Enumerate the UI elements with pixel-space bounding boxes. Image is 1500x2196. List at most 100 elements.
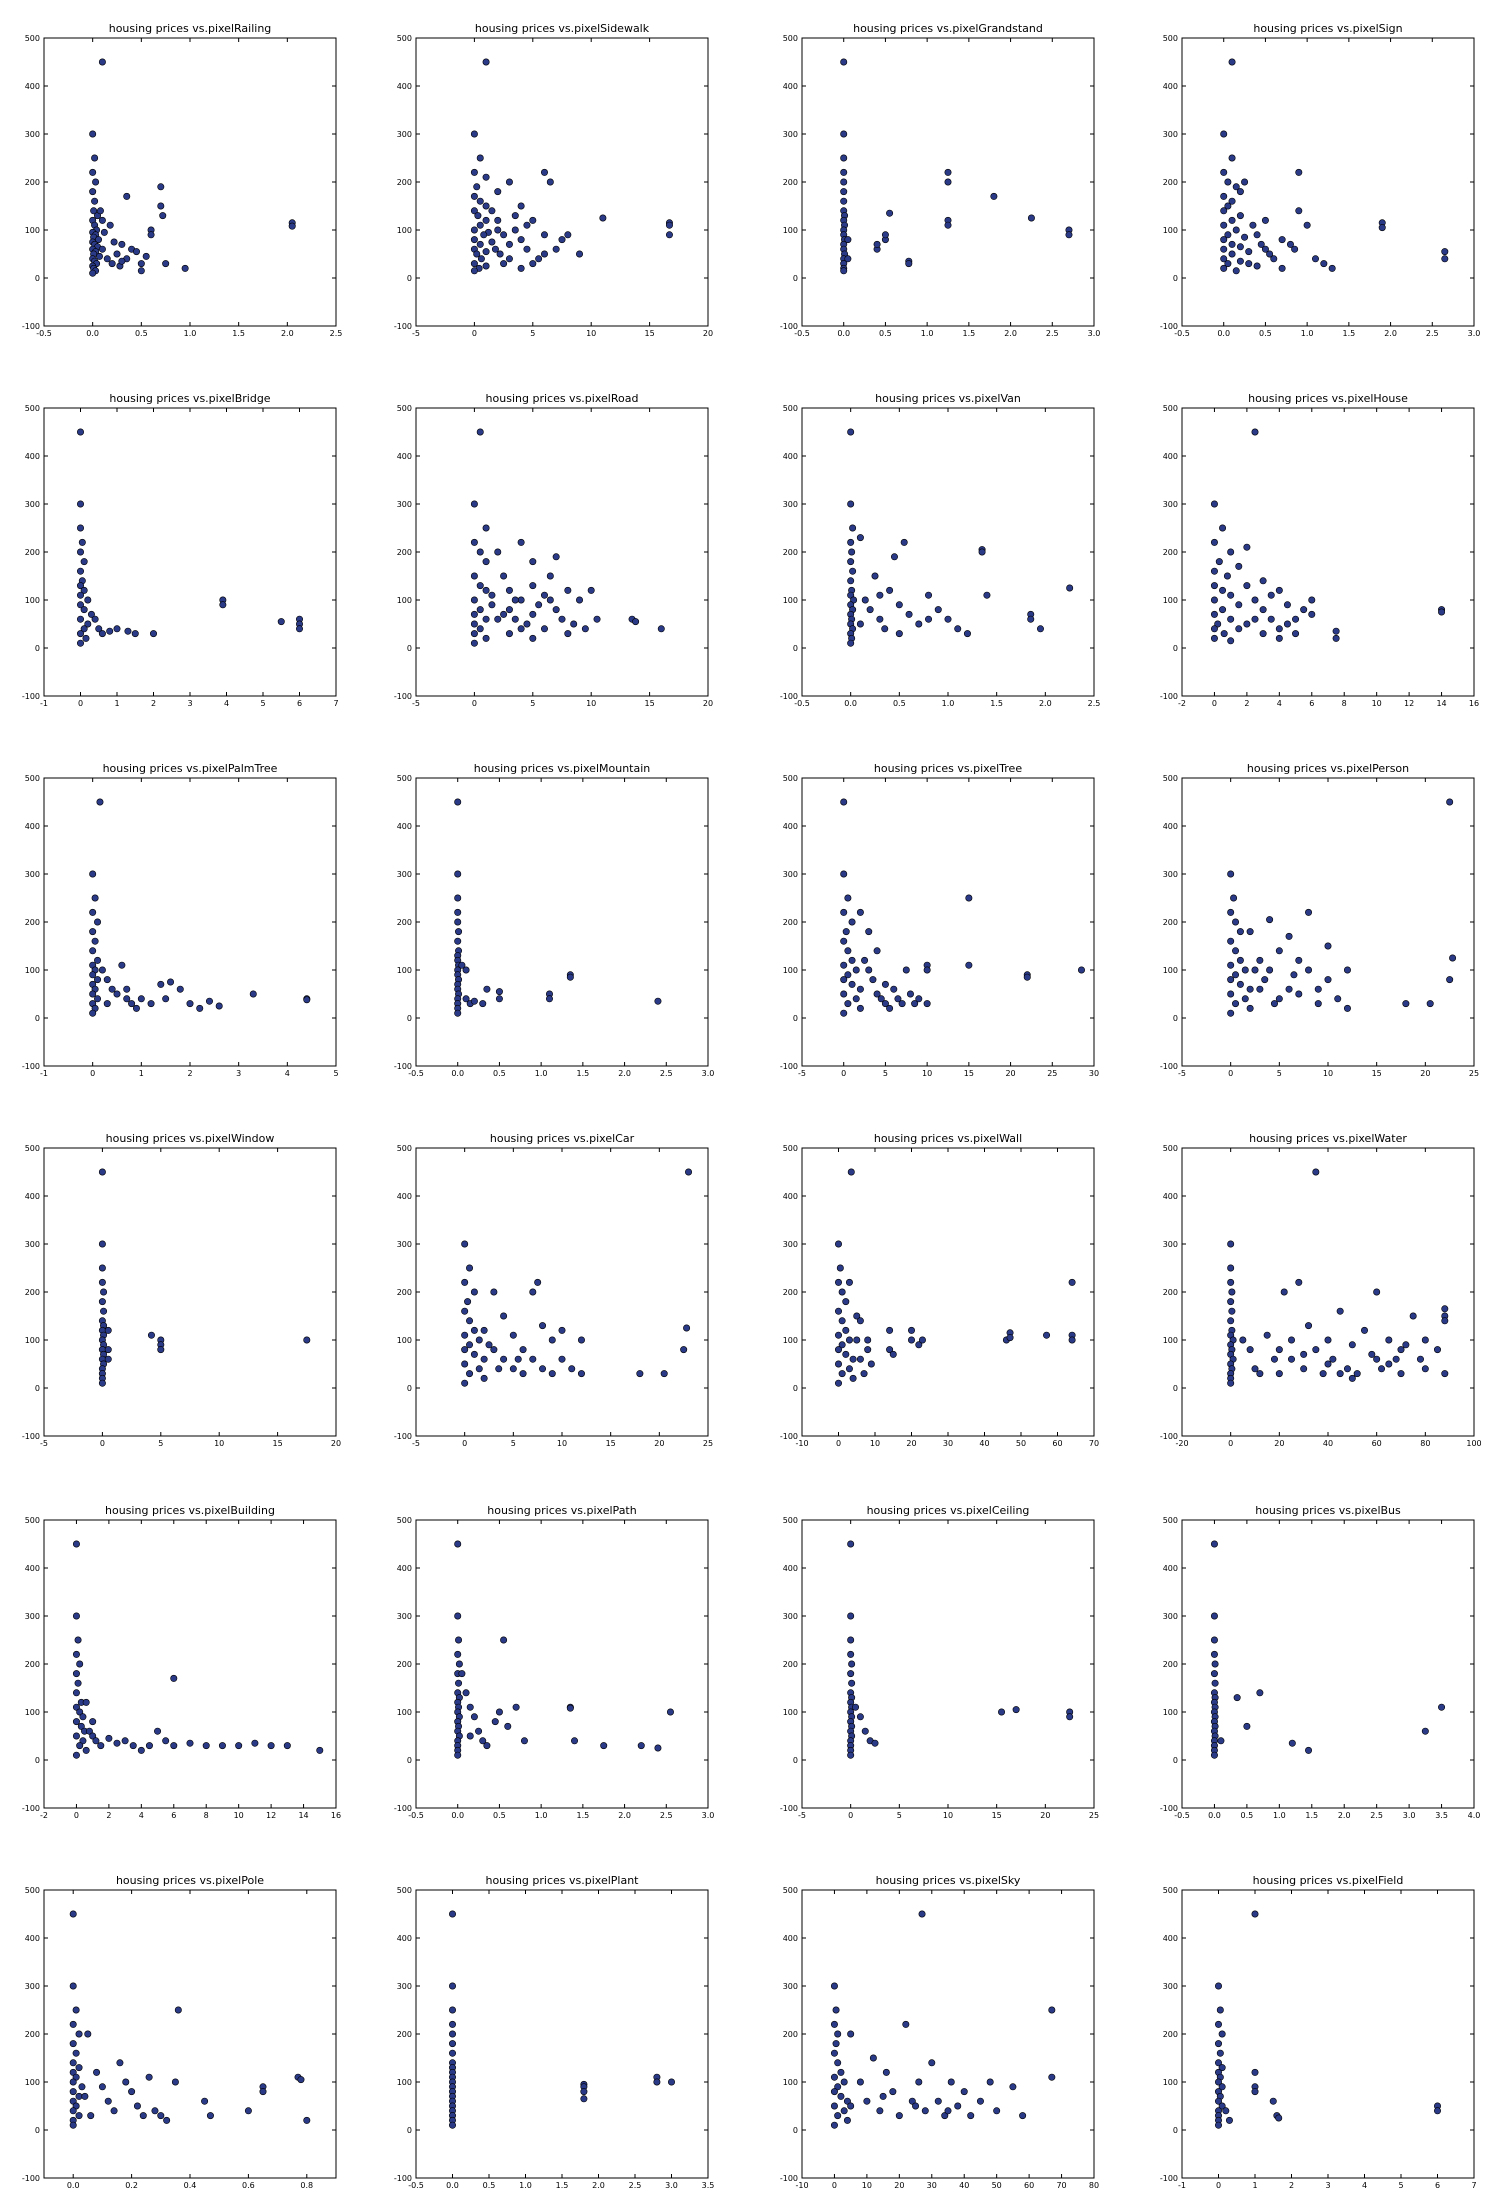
data-point bbox=[1224, 231, 1232, 239]
data-point bbox=[128, 1000, 136, 1008]
data-point bbox=[470, 226, 478, 234]
data-point bbox=[1385, 1336, 1393, 1344]
x-tick-label: -0.5 bbox=[36, 329, 52, 338]
y-tick-label: 0 bbox=[35, 274, 40, 283]
data-point bbox=[1219, 606, 1227, 614]
x-tick-label: 25 bbox=[1047, 1069, 1057, 1078]
data-point bbox=[108, 985, 116, 993]
y-tick-label: 0 bbox=[793, 2126, 798, 2135]
y-tick-label: 500 bbox=[397, 1886, 412, 1895]
y-tick-label: 200 bbox=[25, 918, 40, 927]
data-point bbox=[509, 1365, 517, 1373]
chart-title: housing prices vs.pixelPath bbox=[487, 1504, 636, 1517]
data-point bbox=[830, 1982, 838, 1990]
data-point bbox=[1336, 1370, 1344, 1378]
data-point bbox=[87, 610, 95, 618]
data-point bbox=[834, 1240, 842, 1248]
x-tick-label: 40 bbox=[959, 2181, 969, 2190]
data-point bbox=[576, 596, 584, 604]
data-point bbox=[965, 894, 973, 902]
data-point bbox=[89, 269, 97, 277]
y-tick-label: 300 bbox=[25, 1612, 40, 1621]
data-point bbox=[1228, 250, 1236, 258]
data-point bbox=[845, 1336, 853, 1344]
y-tick-label: -100 bbox=[394, 2174, 412, 2183]
data-point bbox=[847, 639, 855, 647]
data-point bbox=[89, 870, 97, 878]
data-point bbox=[171, 2078, 179, 2086]
data-point bbox=[587, 586, 595, 594]
data-point bbox=[577, 1370, 585, 1378]
data-point bbox=[470, 1288, 478, 1296]
chart-title: housing prices vs.pixelVan bbox=[875, 392, 1021, 405]
data-point bbox=[494, 548, 502, 556]
data-point bbox=[523, 620, 531, 628]
data-point bbox=[147, 1000, 155, 1008]
data-point bbox=[990, 192, 998, 200]
data-point bbox=[1048, 2073, 1056, 2081]
y-tick-label: 0 bbox=[793, 274, 798, 283]
data-point bbox=[908, 1336, 916, 1344]
data-point bbox=[882, 2068, 890, 2076]
data-point bbox=[1220, 192, 1228, 200]
x-tick-label: 0.0 bbox=[86, 329, 99, 338]
data-point bbox=[157, 202, 165, 210]
data-point bbox=[69, 2040, 77, 2048]
x-tick-label: 7 bbox=[1471, 2181, 1476, 2190]
x-tick-label: 20 bbox=[654, 1439, 664, 1448]
y-tick-label: 400 bbox=[783, 1934, 798, 1943]
y-tick-label: 300 bbox=[783, 1240, 798, 1249]
data-point bbox=[944, 178, 952, 186]
data-point bbox=[1275, 947, 1283, 955]
data-point bbox=[881, 625, 889, 633]
data-point bbox=[840, 178, 848, 186]
y-tick-label: 200 bbox=[1163, 548, 1178, 557]
data-point bbox=[470, 207, 478, 215]
data-point bbox=[558, 1326, 566, 1334]
data-point bbox=[94, 918, 102, 926]
plot-frame bbox=[43, 407, 337, 697]
data-point bbox=[470, 1350, 478, 1358]
x-tick-label: 0.2 bbox=[125, 2181, 138, 2190]
x-tick-label: 3.5 bbox=[702, 2181, 715, 2190]
data-point bbox=[1214, 620, 1222, 628]
y-tick-label: 100 bbox=[1163, 1336, 1178, 1345]
data-point bbox=[476, 221, 484, 229]
chart-title: housing prices vs.pixelCeiling bbox=[867, 1504, 1030, 1517]
data-point bbox=[844, 971, 852, 979]
data-point bbox=[461, 1307, 469, 1315]
data-point bbox=[1232, 1000, 1240, 1008]
data-point bbox=[923, 966, 931, 974]
x-tick-label: 0 bbox=[1216, 2181, 1221, 2190]
data-point bbox=[915, 620, 923, 628]
data-point bbox=[1266, 966, 1274, 974]
data-point bbox=[78, 538, 86, 546]
data-point bbox=[89, 947, 97, 955]
data-point bbox=[1312, 1168, 1320, 1176]
x-tick-label: -0.5 bbox=[1174, 329, 1190, 338]
data-point bbox=[852, 1703, 860, 1711]
data-point bbox=[1210, 625, 1218, 633]
data-point bbox=[566, 973, 574, 981]
data-point bbox=[1220, 207, 1228, 215]
data-point bbox=[89, 990, 97, 998]
data-point bbox=[1227, 1317, 1235, 1325]
data-point bbox=[104, 2097, 112, 2105]
data-point bbox=[637, 1742, 645, 1750]
data-point bbox=[95, 252, 103, 260]
y-tick-label: 100 bbox=[783, 966, 798, 975]
data-point bbox=[830, 2102, 838, 2110]
data-point bbox=[529, 1355, 537, 1363]
y-tick-label: 0 bbox=[1173, 1014, 1178, 1023]
x-tick-label: 30 bbox=[943, 1439, 953, 1448]
data-point bbox=[665, 221, 673, 229]
data-point bbox=[90, 207, 98, 215]
data-point bbox=[849, 1374, 857, 1382]
data-point bbox=[843, 2116, 851, 2124]
x-tick-label: 0 bbox=[841, 1069, 846, 1078]
x-tick-label: 2 bbox=[187, 1069, 192, 1078]
data-point bbox=[448, 1982, 456, 1990]
data-point bbox=[1227, 937, 1235, 945]
data-point bbox=[128, 2088, 136, 2096]
data-point bbox=[1210, 610, 1218, 618]
